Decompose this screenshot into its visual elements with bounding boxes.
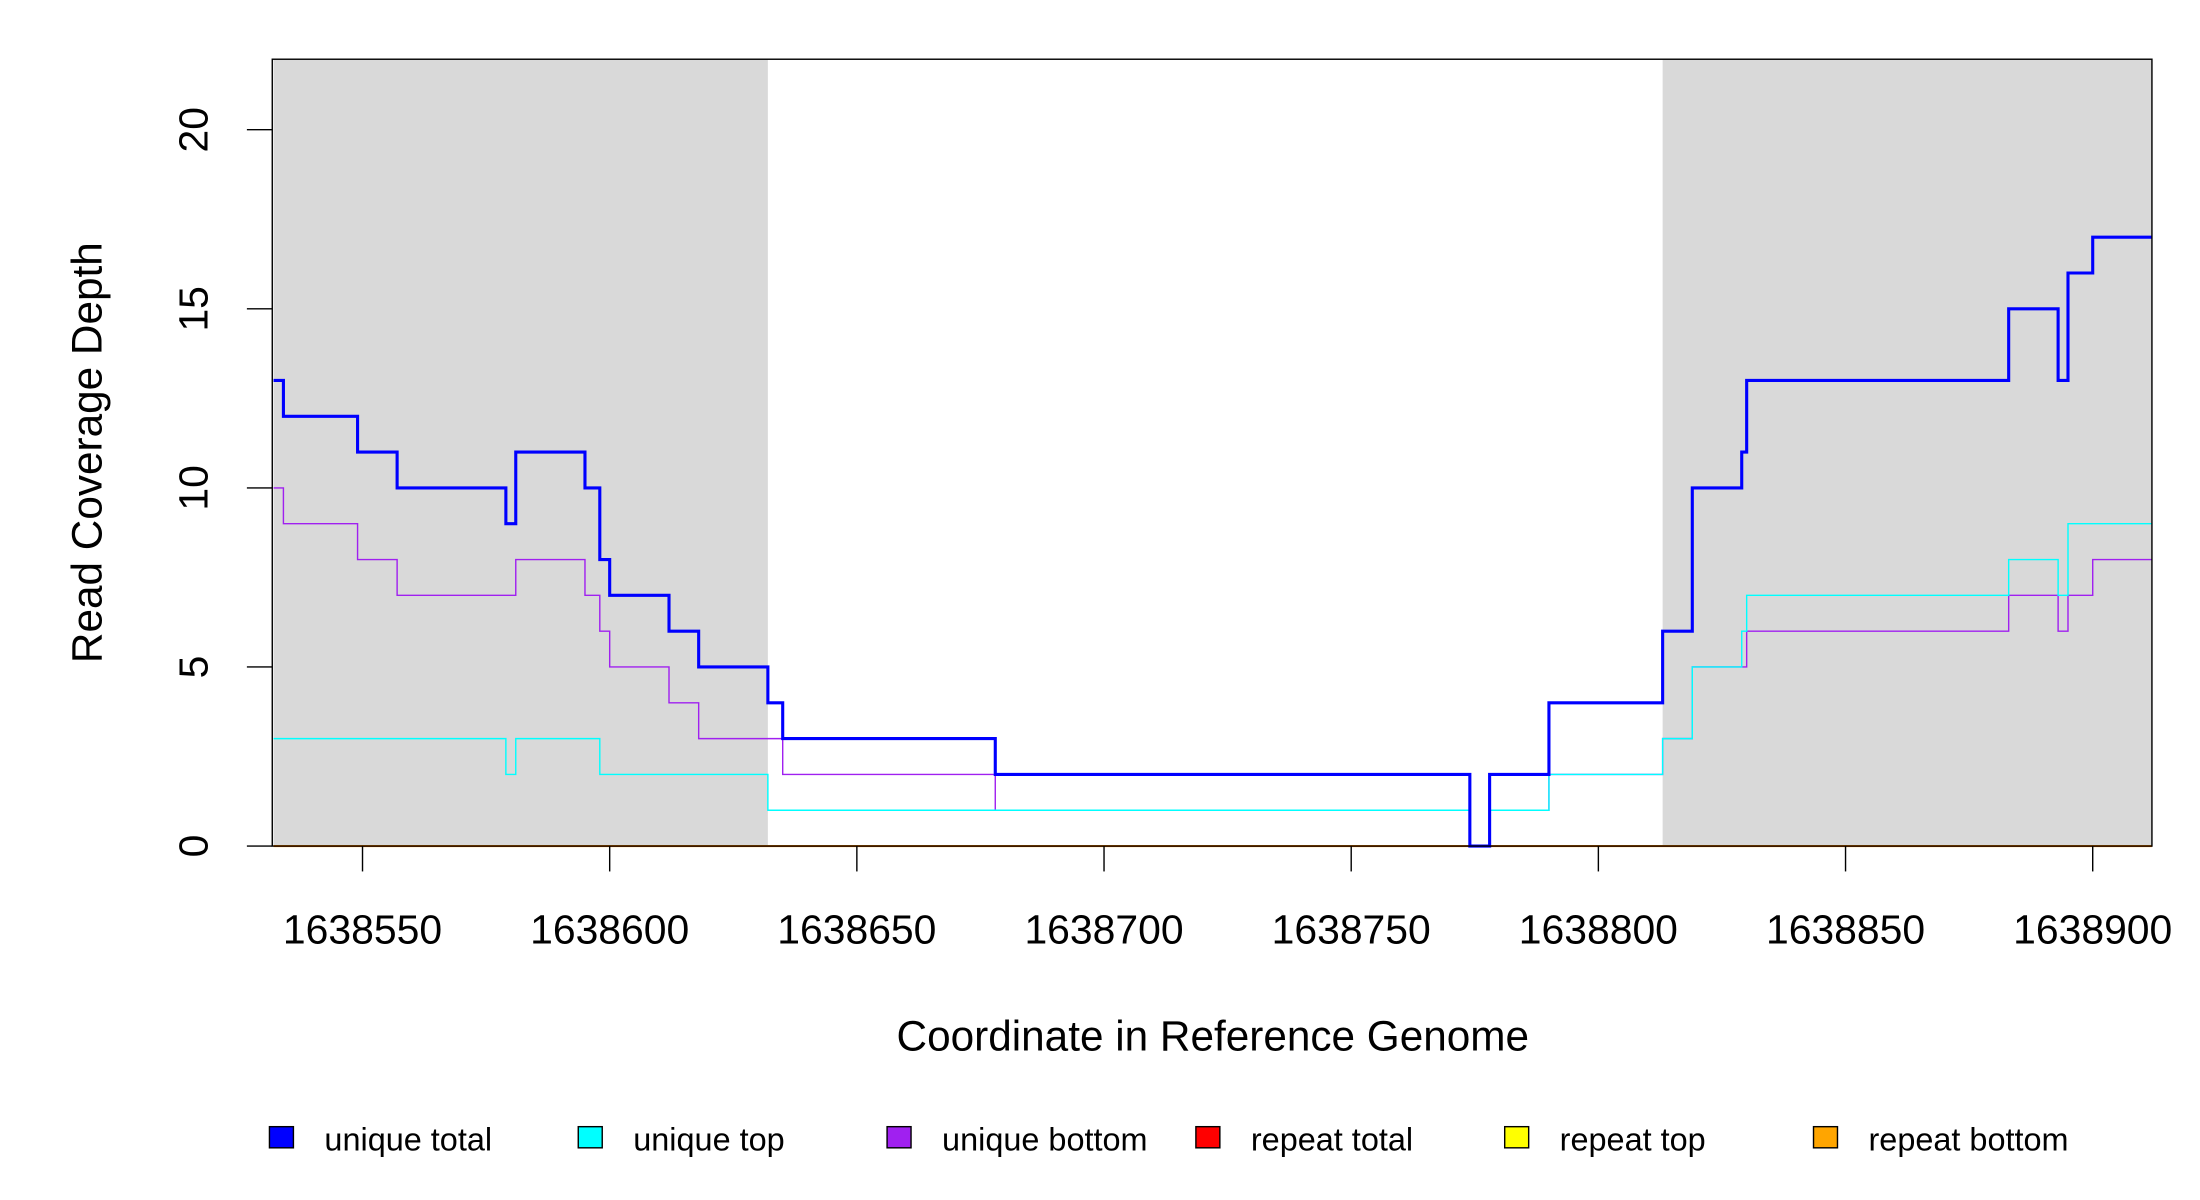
y-tick-label: 10 — [170, 465, 216, 510]
x-tick-label: 1638750 — [1272, 906, 1431, 952]
x-tick-label: 1638850 — [1766, 906, 1925, 952]
legend-swatch — [1503, 1125, 1530, 1149]
legend-swatch — [1195, 1125, 1221, 1149]
shaded-region — [1662, 59, 2152, 847]
x-tick-label: 1638600 — [530, 906, 689, 952]
y-tick-label: 15 — [170, 286, 216, 331]
legend: unique total unique top unique bottom repea… — [268, 1122, 2069, 1158]
legend-swatch — [1812, 1125, 1839, 1149]
legend-label: repeat total — [1251, 1122, 1413, 1158]
x-tick-label: 1638900 — [2013, 906, 2172, 952]
series-line-unique-top — [273, 523, 2152, 847]
legend-label: unique bottom — [942, 1122, 1147, 1158]
x-tick-label: 1638550 — [283, 906, 442, 952]
legend-label: repeat bottom — [1869, 1122, 2069, 1158]
series-line-unique-bottom — [273, 487, 2152, 847]
plot-frame — [271, 58, 2153, 847]
legend-label: repeat top — [1560, 1122, 1706, 1158]
legend-label: unique total — [324, 1122, 492, 1158]
x-tick-label: 1638650 — [777, 906, 936, 952]
legend-swatch — [268, 1125, 295, 1149]
series-line-unique-total — [273, 235, 2152, 848]
legend-swatch — [577, 1125, 603, 1149]
legend-label: unique top — [633, 1122, 784, 1158]
y-axis-label: Read Coverage Depth — [64, 242, 111, 663]
legend-swatch — [886, 1125, 912, 1149]
y-tick-label: 0 — [170, 835, 216, 858]
x-tick-label: 1638800 — [1519, 906, 1678, 952]
y-tick-label: 5 — [170, 656, 216, 679]
x-axis-label: Coordinate in Reference Genome — [897, 1013, 1529, 1060]
x-tick-label: 1638700 — [1024, 906, 1183, 952]
y-tick-label: 20 — [170, 107, 216, 152]
